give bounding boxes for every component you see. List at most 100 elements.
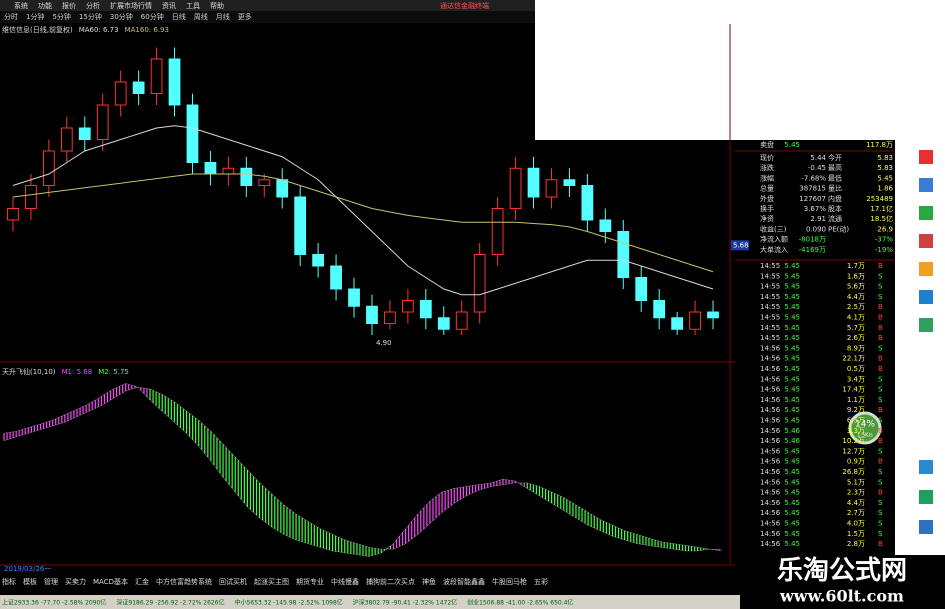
trade-time: 14:56 xyxy=(760,530,781,538)
menu-item[interactable]: 扩展市场行情 xyxy=(110,1,152,10)
indicator-tab[interactable]: 汇金 xyxy=(135,577,149,586)
trade-side: S xyxy=(878,293,883,301)
candle-body xyxy=(366,305,378,324)
indicator-tab[interactable]: 中线慢鑫 xyxy=(331,577,359,586)
trade-volume: 2.3万 xyxy=(847,489,865,497)
indicator-tab[interactable]: 波段智能鑫鑫 xyxy=(443,577,485,586)
quote-label: 换手 xyxy=(760,204,774,213)
period-button[interactable]: 30分钟 xyxy=(110,12,133,21)
candle-body xyxy=(455,311,468,330)
icon[interactable] xyxy=(919,520,933,534)
menu-item[interactable]: 功能 xyxy=(38,1,52,10)
menu-item[interactable]: 分析 xyxy=(86,1,100,10)
candle-body xyxy=(401,300,414,313)
trade-time: 14:56 xyxy=(760,437,781,445)
trade-price: 5.45 xyxy=(784,314,800,322)
menu-item[interactable]: 资讯 xyxy=(162,1,176,10)
index-quote: 深证9186.29 -256.92 -2.72% 2626亿 xyxy=(116,599,224,607)
indicator-tab[interactable]: 模板 xyxy=(23,577,37,586)
quote-label: 今开 xyxy=(828,153,842,162)
index-quote: 沪深3802.79 -90.41 -2.32% 1472亿 xyxy=(353,599,457,607)
low-annotation: 4.90 xyxy=(376,339,392,347)
legend-entry: MA60: 6.73 xyxy=(79,26,119,34)
quote-label: 大单流入 xyxy=(760,245,788,254)
period-button[interactable]: 60分钟 xyxy=(141,12,164,21)
trade-price: 5.45 xyxy=(784,365,800,373)
indicator-tab[interactable]: 神鱼 xyxy=(422,577,436,586)
icon[interactable] xyxy=(919,262,933,276)
candle-body xyxy=(653,300,666,319)
period-button[interactable]: 日线 xyxy=(172,12,186,21)
menu-bar xyxy=(0,0,535,11)
menu-item[interactable]: 报价 xyxy=(62,1,76,10)
candle-body xyxy=(545,179,558,198)
indicator-tab[interactable]: 五彩 xyxy=(534,577,548,586)
trade-price: 5.45 xyxy=(784,540,800,548)
trade-volume: 26.8万 xyxy=(842,468,865,476)
trade-volume: 0.5万 xyxy=(847,365,865,373)
candle-body xyxy=(132,81,145,94)
indicator-tab[interactable]: 指标 xyxy=(2,577,16,586)
indicator-tab[interactable]: 捕狗前二次买点 xyxy=(366,577,415,586)
indicator-tab[interactable]: 牛股回马枪 xyxy=(492,577,527,586)
trade-time: 14:56 xyxy=(760,478,781,486)
trade-side: B xyxy=(878,365,883,373)
menu-item[interactable]: 工具 xyxy=(186,2,200,10)
candle-body xyxy=(473,254,486,313)
icon[interactable] xyxy=(919,178,933,192)
price-box xyxy=(731,240,749,251)
candle-body xyxy=(204,162,217,175)
indicator-tab[interactable]: MACD基本 xyxy=(93,577,128,586)
menu-item[interactable]: 系统 xyxy=(14,1,28,10)
trade-side: S xyxy=(878,272,883,280)
quote-value: 253489 xyxy=(866,195,893,203)
period-button[interactable]: 15分钟 xyxy=(79,12,102,21)
period-button[interactable]: 周线 xyxy=(194,12,208,21)
trade-time: 14:55 xyxy=(760,283,780,291)
icon[interactable] xyxy=(919,460,933,474)
quote-value: -37% xyxy=(875,236,893,244)
quote-header: 卖盘 xyxy=(760,140,774,149)
icon[interactable] xyxy=(919,318,933,332)
candle-body xyxy=(60,127,73,152)
trade-side: B xyxy=(878,540,883,548)
masked-area xyxy=(370,290,575,318)
trade-time: 14:56 xyxy=(760,447,781,455)
candle-body xyxy=(258,179,271,186)
trade-price: 5.45 xyxy=(784,468,800,476)
trade-time: 14:55 xyxy=(760,262,780,270)
indicator-tab[interactable]: 管理 xyxy=(44,577,58,586)
trade-side: S xyxy=(878,520,883,528)
trade-side: S xyxy=(878,530,883,538)
candle-body xyxy=(25,185,37,209)
quote-value: -4169万 xyxy=(799,246,826,254)
trade-time: 14:56 xyxy=(760,365,781,373)
index-quote: 中小5653.32 -145.98 -2.52% 1098亿 xyxy=(235,599,343,607)
trade-volume: 6.5万 xyxy=(847,417,865,425)
icon[interactable] xyxy=(919,206,933,220)
trade-price: 5.45 xyxy=(784,344,800,352)
candle-body xyxy=(348,288,360,307)
menu-item[interactable]: 帮助 xyxy=(210,1,224,10)
period-button[interactable]: 分时 xyxy=(4,12,18,21)
icon[interactable] xyxy=(919,290,933,304)
icon[interactable] xyxy=(919,150,933,164)
period-button[interactable]: 1分钟 xyxy=(26,12,44,21)
indicator-tab[interactable]: 起涨买主图 xyxy=(254,577,289,586)
quote-label: 现价 xyxy=(760,154,774,162)
indicator-tab[interactable]: 期货专业 xyxy=(296,577,324,586)
indicator-tab[interactable]: 中方信富趋势系统 xyxy=(156,577,212,586)
trade-volume: 3.4万 xyxy=(847,375,865,383)
icon[interactable] xyxy=(919,234,933,248)
indicator-tab[interactable]: 买卖力 xyxy=(65,577,86,586)
legend-entry: M1: 5.68 xyxy=(62,368,93,376)
period-button[interactable]: 更多 xyxy=(238,12,252,21)
trade-time: 14:56 xyxy=(760,427,781,435)
candle-body xyxy=(491,208,504,255)
period-button[interactable]: 月线 xyxy=(216,12,230,21)
quote-header: 117.8万 xyxy=(866,141,893,149)
period-button[interactable]: 5分钟 xyxy=(52,12,70,21)
indicator-tab[interactable]: 回试买机 xyxy=(219,577,247,586)
icon[interactable] xyxy=(919,490,933,504)
candle-body xyxy=(150,58,163,94)
